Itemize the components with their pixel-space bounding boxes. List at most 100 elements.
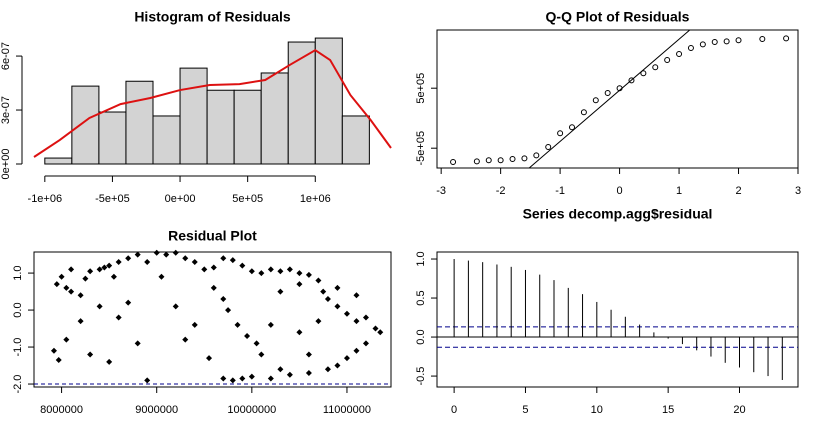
qq-point — [723, 38, 730, 45]
qq-point — [545, 144, 552, 150]
residual-point — [55, 357, 62, 363]
y-tick-label: 0e+00 — [0, 149, 12, 180]
residual-point — [315, 318, 322, 325]
x-tick-label: 9000000 — [135, 404, 178, 416]
residual-point — [334, 362, 341, 369]
residual-point — [239, 375, 246, 382]
residual-point — [353, 347, 360, 354]
residual-point — [125, 299, 132, 306]
residual-point — [248, 268, 255, 275]
x-tick-label: 1e+06 — [300, 193, 331, 205]
residual-point — [277, 268, 284, 275]
residual-point — [220, 255, 227, 262]
residual-point — [82, 275, 89, 282]
residual-point — [220, 295, 227, 302]
histogram-bar — [152, 115, 181, 165]
x-tick-label: 1 — [676, 185, 682, 197]
residual-point — [234, 321, 241, 328]
residual-point — [353, 292, 360, 299]
residual-point — [320, 288, 327, 295]
x-tick-label: 11000000 — [323, 404, 371, 416]
residual-point — [191, 321, 198, 328]
residual-point — [96, 303, 103, 310]
y-tick-label: -2.0 — [12, 375, 24, 394]
residual-point — [68, 288, 75, 295]
x-tick-label: -5e+05 — [95, 193, 130, 205]
residual-point — [343, 310, 350, 317]
qq-point — [664, 57, 671, 63]
residual-point — [296, 270, 303, 277]
y-tick-label: -0.5 — [415, 367, 427, 386]
residual-point — [106, 262, 113, 269]
y-tick-label: -1.0 — [12, 338, 24, 357]
residual-point — [377, 329, 384, 336]
residual-point — [158, 273, 165, 280]
residual-point — [253, 340, 260, 347]
y-tick-label: -5e+05 — [415, 131, 427, 166]
x-tick-label: 5e+05 — [232, 193, 263, 205]
residual-point — [115, 258, 122, 265]
residual-point — [134, 340, 141, 347]
residual-point — [258, 351, 265, 358]
y-tick-label: 0.5 — [415, 290, 427, 305]
residual-point — [220, 375, 227, 382]
residual-point — [206, 355, 213, 362]
x-tick-label: 15 — [662, 404, 674, 416]
residual-point — [115, 314, 122, 321]
x-tick-label: 0e+00 — [165, 193, 196, 205]
x-tick-label: 3 — [795, 185, 801, 197]
residual-point — [163, 251, 170, 258]
residual-point — [50, 347, 57, 354]
residual-point — [229, 377, 236, 384]
histogram-bar — [260, 72, 289, 165]
chart-title: Residual Plot — [168, 228, 257, 244]
x-tick-label: -3 — [436, 185, 446, 197]
residual-point — [343, 355, 350, 362]
qq-point — [569, 124, 576, 131]
residual-point — [305, 369, 312, 376]
residual-point — [96, 266, 103, 273]
histogram-bar — [125, 80, 154, 165]
residual-point — [277, 366, 284, 373]
residual-point — [324, 366, 331, 373]
chart-title: Series decomp.agg$residual — [523, 206, 713, 222]
histogram-bar — [287, 41, 316, 165]
residual-point — [77, 292, 84, 299]
y-tick-label: 1.0 — [12, 265, 24, 280]
qq-point — [652, 64, 659, 71]
residual-point — [248, 373, 255, 380]
residual-point — [267, 321, 274, 328]
x-tick-label: -2 — [496, 185, 506, 197]
residual-point — [324, 295, 331, 302]
residual-point — [353, 318, 360, 325]
residual-point — [172, 249, 179, 256]
residual-point — [225, 307, 232, 314]
chart-title: Histogram of Residuals — [134, 9, 291, 25]
x-tick-label: -1 — [555, 185, 565, 197]
residual-point — [229, 257, 236, 264]
residual-point — [210, 264, 217, 271]
x-tick-label: 10000000 — [227, 404, 276, 416]
residual-point — [125, 255, 132, 262]
plot-frame — [436, 29, 799, 169]
x-tick-label: 2 — [735, 185, 741, 197]
residual-point — [334, 284, 341, 291]
residual-point — [144, 258, 151, 265]
qq-point — [604, 90, 611, 96]
y-tick-label: 1.0 — [415, 251, 427, 266]
residual-point — [305, 351, 312, 358]
qq-point — [628, 77, 635, 84]
residual-point — [286, 371, 293, 378]
residual-point — [334, 303, 341, 310]
residual-point — [296, 281, 303, 288]
histogram-bar — [206, 89, 235, 165]
density-line — [33, 48, 392, 158]
residual-point — [305, 271, 312, 278]
x-tick-label: 0 — [451, 404, 457, 416]
y-tick-label: 3e-07 — [0, 96, 12, 124]
residual-point — [244, 332, 251, 339]
y-tick-label: 0.0 — [12, 302, 24, 317]
qq-point — [497, 157, 504, 164]
chart-title: Q-Q Plot of Residuals — [546, 9, 690, 25]
residual-point — [172, 303, 179, 310]
